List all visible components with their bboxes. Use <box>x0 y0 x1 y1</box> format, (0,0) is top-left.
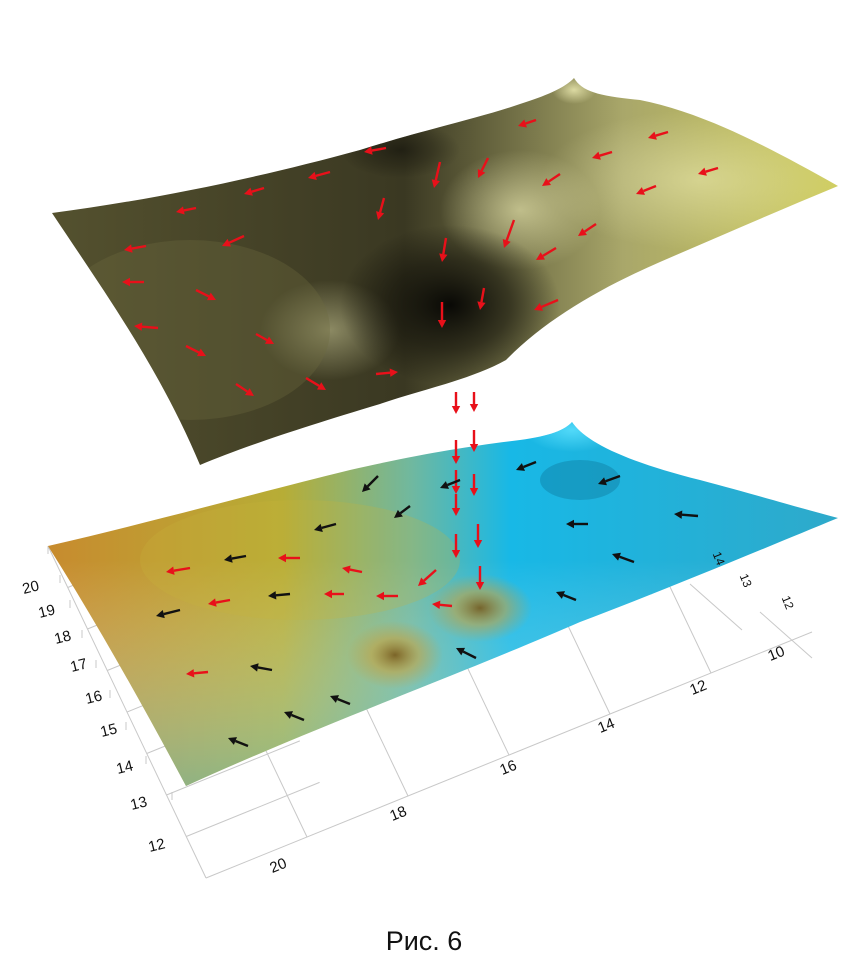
arrow-icon <box>475 566 485 590</box>
arrow-icon <box>305 376 326 390</box>
arrow-icon <box>473 524 483 548</box>
arrow-icon <box>222 234 245 247</box>
left-axis-tick: 18 <box>53 627 73 648</box>
grid-line <box>689 583 743 631</box>
arrow-icon <box>235 383 254 396</box>
arrow-icon <box>469 430 479 452</box>
arrow-icon <box>566 519 588 529</box>
left-axis-tick: 13 <box>129 793 149 814</box>
grid-line <box>186 781 320 837</box>
arrow-icon <box>284 711 305 722</box>
arrow-icon <box>648 130 669 140</box>
front-axis-tick: 10 <box>765 643 787 665</box>
arrow-icon <box>314 522 337 532</box>
arrow-icon <box>134 322 159 331</box>
right-axis-tick: 13 <box>737 572 755 590</box>
left-axis-tick: 19 <box>37 601 57 622</box>
arrow-icon <box>578 223 597 236</box>
arrow-icon <box>195 288 216 301</box>
arrow-icon <box>268 591 291 600</box>
arrow-icon <box>228 737 249 748</box>
arrow-icon <box>469 392 479 412</box>
left-axis-tick: 17 <box>69 655 89 676</box>
arrow-icon <box>376 591 398 601</box>
arrow-icon <box>250 663 273 672</box>
arrow-icon <box>518 118 537 128</box>
right-axis-tick: 12 <box>779 594 797 612</box>
grid-line <box>166 740 301 796</box>
arrow-icon <box>477 157 490 178</box>
arrow-icon <box>224 554 247 563</box>
arrow-icon <box>255 332 274 344</box>
arrow-icon <box>342 565 363 574</box>
arrow-icon <box>674 510 699 519</box>
left-axis-tick: 15 <box>99 720 119 741</box>
arrow-icon <box>364 146 387 155</box>
arrow-icon <box>698 166 719 176</box>
front-axis-tick: 18 <box>387 803 409 825</box>
arrow-icon <box>477 287 486 310</box>
arrow-icon <box>330 695 351 706</box>
arrow-icon <box>244 186 265 196</box>
right-axis-tick: 14 <box>710 550 728 568</box>
left-axis-tick: 14 <box>115 757 135 778</box>
arrow-icon <box>437 302 447 328</box>
arrow-icon <box>451 392 461 414</box>
arrow-icon <box>451 470 461 494</box>
arrow-icon <box>324 589 344 599</box>
arrow-icon <box>469 474 479 496</box>
arrow-icon <box>418 569 437 586</box>
arrow-icon <box>636 184 657 195</box>
arrow-icon <box>456 647 477 660</box>
vector-arrows <box>122 118 719 748</box>
arrow-icon <box>166 566 191 575</box>
arrow-icon <box>156 608 181 619</box>
arrow-icon <box>278 553 300 563</box>
arrow-icon <box>431 161 442 188</box>
arrow-icon <box>536 246 557 260</box>
arrow-icon <box>124 244 147 253</box>
arrow-icon <box>451 440 461 464</box>
front-axis-tick: 20 <box>267 855 289 877</box>
figure-caption: Рис. 6 <box>385 926 463 956</box>
arrow-icon <box>432 600 453 609</box>
arrow-icon <box>502 219 516 248</box>
upper-surface <box>52 78 838 465</box>
arrow-icon <box>534 298 559 311</box>
front-axis-tick: 16 <box>497 757 519 779</box>
arrow-icon <box>542 173 561 186</box>
left-axis-tick: 12 <box>147 835 167 856</box>
arrow-icon <box>516 460 537 471</box>
arrow-icon <box>186 669 209 678</box>
left-axis-tick: 20 <box>21 577 41 598</box>
front-axis-tick: 12 <box>687 677 709 699</box>
grid-line <box>759 611 813 659</box>
arrow-icon <box>185 344 206 357</box>
arrow-icon <box>592 150 613 160</box>
arrow-icon <box>208 598 231 607</box>
arrow-icon <box>394 505 411 518</box>
arrow-icon <box>451 534 461 558</box>
arrow-icon <box>451 494 461 516</box>
arrow-icon <box>375 368 398 377</box>
axis-tick-labels: 12 13 14 15 16 17 18 19 20 20 18 16 14 12 10 14 13 12 <box>21 550 797 877</box>
left-axis-tick: 16 <box>84 687 104 708</box>
arrow-icon <box>308 170 331 180</box>
arrow-icon <box>556 591 577 602</box>
arrow-icon <box>376 197 386 220</box>
arrow-icon <box>122 277 144 287</box>
arrow-icon <box>439 237 448 262</box>
front-axis-tick: 14 <box>595 715 617 737</box>
arrow-icon <box>598 474 621 486</box>
arrow-icon <box>176 206 197 215</box>
arrow-icon <box>440 478 461 489</box>
arrow-icon <box>362 475 379 492</box>
arrow-icon <box>612 552 635 564</box>
